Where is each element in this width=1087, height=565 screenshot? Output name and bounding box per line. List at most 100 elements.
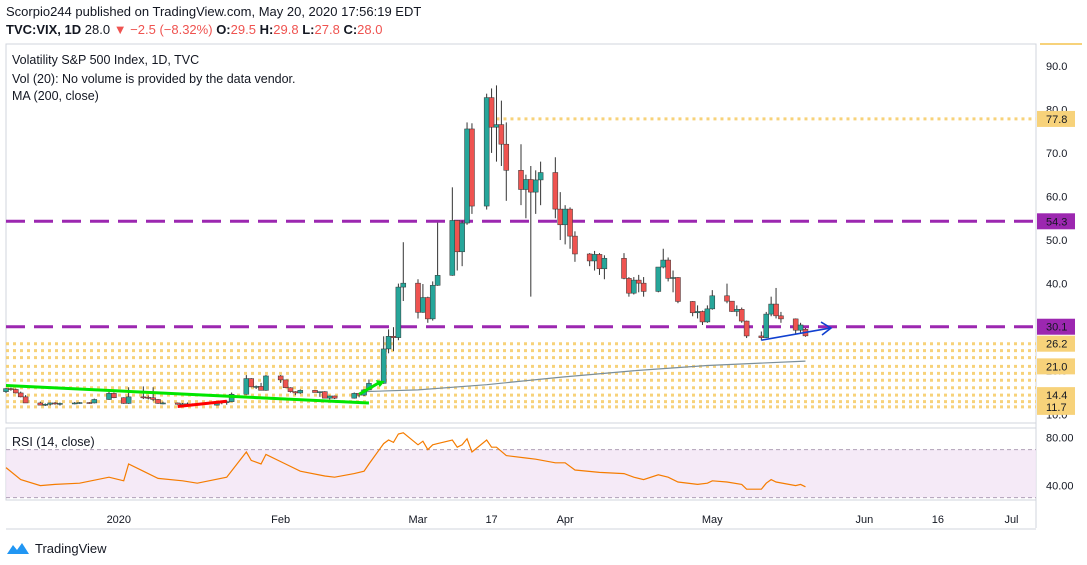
candle-body bbox=[351, 393, 357, 399]
candle-body bbox=[86, 402, 93, 404]
tradingview-brand[interactable]: TradingView bbox=[6, 540, 107, 556]
x-tick-label: May bbox=[702, 514, 723, 526]
blue-arrow-line bbox=[761, 327, 831, 342]
candle-body bbox=[47, 402, 53, 405]
tradingview-logo-icon bbox=[7, 543, 29, 554]
candle-body bbox=[317, 391, 323, 393]
candle-body bbox=[768, 303, 774, 315]
candle-body bbox=[778, 315, 784, 320]
candle-body bbox=[675, 277, 681, 302]
candle-body bbox=[464, 128, 470, 224]
candle-body bbox=[738, 309, 745, 322]
close-label: C: bbox=[343, 22, 358, 37]
candle-body bbox=[729, 300, 735, 312]
candle-body bbox=[322, 391, 328, 399]
candle-body bbox=[52, 402, 58, 405]
candle-body bbox=[601, 258, 608, 270]
candle-body bbox=[395, 286, 402, 338]
x-tick-label: Feb bbox=[271, 514, 290, 526]
x-tick-label: Jun bbox=[855, 514, 873, 526]
y-tick-label: 40.0 bbox=[1046, 279, 1067, 291]
candle-body bbox=[449, 220, 456, 276]
candle-body bbox=[150, 397, 156, 400]
candle-body bbox=[626, 278, 632, 294]
candle-body bbox=[76, 402, 83, 404]
candle-body bbox=[425, 297, 431, 320]
price-badge bbox=[1037, 335, 1075, 352]
green-arrow-head bbox=[375, 380, 385, 388]
candle-body bbox=[400, 282, 407, 288]
rsi-tick-label: 40.00 bbox=[1046, 481, 1074, 493]
legend-ma: MA (200, close) bbox=[12, 89, 99, 103]
candle-body bbox=[454, 220, 460, 253]
price-badge-label: 21.0 bbox=[1046, 361, 1067, 373]
candle-body bbox=[292, 391, 299, 394]
candle-body bbox=[528, 179, 534, 193]
rsi-legend: RSI (14, close) bbox=[12, 435, 95, 449]
y-tick-label: 50.0 bbox=[1046, 235, 1067, 247]
candle-body bbox=[106, 393, 112, 400]
candle-body bbox=[253, 386, 259, 388]
candle-body bbox=[380, 348, 387, 384]
legend-volume: Vol (20): No volume is provided by the d… bbox=[12, 72, 296, 86]
candle-body bbox=[635, 279, 642, 284]
candle-body bbox=[665, 259, 671, 279]
candle-body bbox=[263, 375, 269, 391]
candle-body bbox=[71, 402, 78, 405]
x-tick-label: 16 bbox=[932, 514, 944, 526]
price-badge-label: 26.2 bbox=[1046, 339, 1067, 351]
candle-body bbox=[37, 402, 44, 406]
candle-body bbox=[699, 311, 706, 323]
candle-body bbox=[155, 399, 161, 404]
candle-body bbox=[429, 285, 436, 320]
x-tick-label: Mar bbox=[409, 514, 428, 526]
symbol: TVC:VIX, 1D bbox=[6, 22, 82, 37]
price-badge-label: 54.3 bbox=[1046, 216, 1067, 228]
candle-body bbox=[258, 386, 264, 391]
price-badge bbox=[1037, 318, 1075, 335]
candle-body bbox=[415, 282, 421, 313]
price-badge-label: 77.8 bbox=[1046, 114, 1067, 126]
candle-body bbox=[694, 311, 701, 314]
price-badge bbox=[1037, 398, 1075, 415]
candle-body bbox=[22, 396, 29, 404]
candle-body bbox=[689, 301, 696, 314]
price-change: ▼ −2.5 (−8.32%) bbox=[113, 22, 213, 37]
candle-body bbox=[140, 396, 147, 399]
candle-body bbox=[287, 387, 294, 392]
candle-body bbox=[243, 378, 250, 395]
candle-body bbox=[111, 393, 117, 398]
candle-body bbox=[655, 266, 662, 292]
candle-body bbox=[586, 253, 593, 262]
candle-body bbox=[532, 179, 539, 193]
candle-body bbox=[434, 275, 441, 286]
candle-body bbox=[596, 254, 603, 270]
x-tick-label: Jul bbox=[1004, 514, 1018, 526]
candle-body bbox=[248, 378, 254, 388]
candle-body bbox=[660, 259, 666, 268]
ma-200-line bbox=[364, 360, 806, 393]
candle-body bbox=[469, 128, 475, 207]
candle-body bbox=[390, 336, 397, 338]
legend-title: Volatility S&P 500 Index, 1D, TVC bbox=[12, 53, 200, 67]
rsi-line bbox=[5, 432, 806, 490]
last-price: 28.0 bbox=[84, 22, 111, 37]
symbol-quote-line: TVC:VIX, 1D 28.0 ▼ −2.5 (−8.32%) O:29.5 … bbox=[6, 22, 382, 37]
candle-body bbox=[17, 392, 24, 398]
candle-body bbox=[670, 277, 676, 279]
open-label: O: bbox=[216, 22, 231, 37]
candle-body bbox=[743, 320, 750, 337]
blue-arrow-head bbox=[820, 321, 833, 336]
candle-body bbox=[277, 375, 284, 381]
candle-body bbox=[562, 208, 568, 226]
candle-body bbox=[591, 254, 598, 262]
price-badge-label: 30.1 bbox=[1046, 322, 1067, 334]
candle-body bbox=[631, 279, 637, 294]
candle-body bbox=[488, 97, 495, 128]
candle-body bbox=[459, 222, 465, 253]
candle-body bbox=[709, 295, 716, 310]
y-tick-label: 70.0 bbox=[1046, 148, 1067, 160]
rsi-tick-label: 80.00 bbox=[1046, 433, 1074, 445]
candle-body bbox=[160, 402, 166, 405]
